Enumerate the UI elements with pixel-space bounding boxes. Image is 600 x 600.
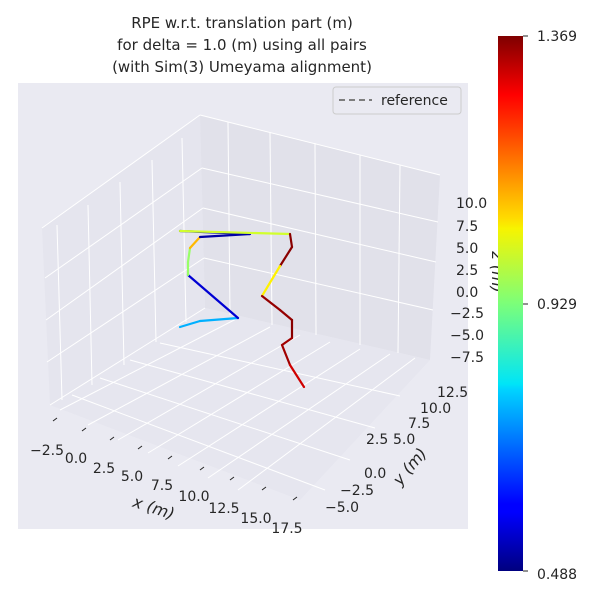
x-tick-mark xyxy=(292,496,298,501)
grid-line xyxy=(99,377,351,461)
y-tick-label: 5.0 xyxy=(393,432,415,448)
x-tick-mark xyxy=(52,417,58,422)
trajectory-segment xyxy=(280,336,294,347)
title-line-3: (with Sim(3) Umeyama alignment) xyxy=(112,58,372,76)
grid-line xyxy=(203,257,434,311)
y-tick-label: 0.0 xyxy=(364,466,386,482)
x-tick-label: 12.5 xyxy=(208,501,239,517)
y-tick-label: 2.5 xyxy=(366,432,388,448)
trajectory-segment xyxy=(288,363,306,389)
grid-line xyxy=(237,357,416,491)
z-tick-labels: −7.5 −5.0 −2.5 0.0 2.5 5.0 7.5 10.0 xyxy=(450,196,487,366)
grid-line xyxy=(202,207,437,263)
grid-line xyxy=(41,114,201,229)
grid-line xyxy=(59,317,239,411)
grid-line xyxy=(45,207,204,321)
grid-line xyxy=(207,353,391,479)
y-tick-label: 12.5 xyxy=(437,385,468,401)
y-tick-label: 7.5 xyxy=(408,416,430,432)
grid-line xyxy=(56,224,63,401)
colorbar-gradient xyxy=(498,36,523,571)
trajectory-segment xyxy=(188,235,202,250)
grid-line xyxy=(87,204,93,386)
y-tick-label: −5.0 xyxy=(325,500,359,516)
x-tick-label: −2.5 xyxy=(30,443,64,459)
grid-line xyxy=(269,131,273,326)
trajectory-segment xyxy=(178,229,292,236)
x-tick-label: 17.5 xyxy=(271,521,302,537)
x-tick-mark xyxy=(261,486,267,491)
colorbar-tick-min: 0.488 xyxy=(537,567,577,583)
x-tick-label: 0.0 xyxy=(65,451,87,467)
x-tick-label: 5.0 xyxy=(121,469,143,485)
x-tick-mark xyxy=(137,445,143,450)
pane-floor xyxy=(50,308,430,500)
colorbar: 1.369 0.929 0.488 xyxy=(498,29,577,583)
grid-line xyxy=(201,167,439,223)
pane-left xyxy=(42,115,205,405)
trajectory-segment xyxy=(260,264,282,298)
colorbar-tick-mid: 0.929 xyxy=(537,297,577,313)
x-tick-mark xyxy=(229,476,235,481)
x-tick-mark xyxy=(109,436,115,441)
trajectory-segment xyxy=(186,273,240,320)
z-tick-label: −5.0 xyxy=(450,328,484,344)
trajectory-segment xyxy=(186,246,192,264)
x-tick-label: 7.5 xyxy=(151,478,173,494)
grid-line xyxy=(177,348,361,467)
title-line-1: RPE w.r.t. translation part (m) xyxy=(131,14,353,32)
trajectory-segment xyxy=(278,308,294,322)
grid-line xyxy=(87,326,271,426)
title-line-2: for delta = 1.0 (m) using all pairs xyxy=(117,36,367,54)
grid-line xyxy=(117,334,301,441)
legend-box xyxy=(332,86,462,115)
x-tick-mark xyxy=(199,466,205,471)
x-tick-label: 2.5 xyxy=(93,461,115,477)
z-tick-label: 5.0 xyxy=(456,241,478,257)
grid-line xyxy=(46,257,205,363)
grid-line xyxy=(181,137,187,323)
x-tick-mark xyxy=(167,455,173,460)
grid-line xyxy=(314,142,317,336)
pane-back xyxy=(200,115,440,360)
trajectory-segment xyxy=(260,294,282,312)
grid-line xyxy=(397,164,401,354)
grid-line xyxy=(159,342,401,397)
grid-line xyxy=(129,359,376,429)
z-tick-label: 7.5 xyxy=(456,219,478,235)
x-tick-label: 15.0 xyxy=(240,511,271,527)
grid-line xyxy=(147,341,331,454)
y-tick-label: 10.0 xyxy=(420,401,451,417)
x-tick-labels: −2.5 0.0 2.5 5.0 7.5 10.0 12.5 15.0 17.5 xyxy=(30,443,303,537)
legend-reference-label: reference xyxy=(381,93,448,109)
x-tick-label: 10.0 xyxy=(178,489,209,505)
trajectory-segment xyxy=(178,319,202,329)
grid-line xyxy=(49,307,206,406)
pane-group xyxy=(42,115,440,500)
trajectory-segment xyxy=(280,343,292,367)
colorbar-tick-max: 1.369 xyxy=(537,29,577,45)
y-tick-label: −2.5 xyxy=(340,483,374,499)
grid-line xyxy=(44,167,203,279)
x-tick-mark xyxy=(81,427,87,432)
z-tick-label: 2.5 xyxy=(456,263,478,279)
estimate-trajectory xyxy=(178,229,306,389)
y-tick-labels: −5.0 −2.5 0.0 2.5 5.0 7.5 10.0 12.5 xyxy=(325,385,468,516)
chart-title: RPE w.r.t. translation part (m) for delt… xyxy=(112,14,372,76)
trajectory-segment xyxy=(198,316,240,323)
grid-line xyxy=(119,181,125,366)
z-tick-label: 10.0 xyxy=(456,196,487,212)
z-tick-label: −2.5 xyxy=(450,306,484,322)
z-tick-label: −7.5 xyxy=(450,350,484,366)
z-tick-label: 0.0 xyxy=(456,285,478,301)
trajectory-segment xyxy=(288,232,294,249)
grid-lines xyxy=(41,114,441,501)
trajectory-segment xyxy=(278,245,294,268)
grid-line xyxy=(227,121,231,316)
grid-line xyxy=(151,159,157,343)
legend[interactable]: reference xyxy=(332,86,462,115)
